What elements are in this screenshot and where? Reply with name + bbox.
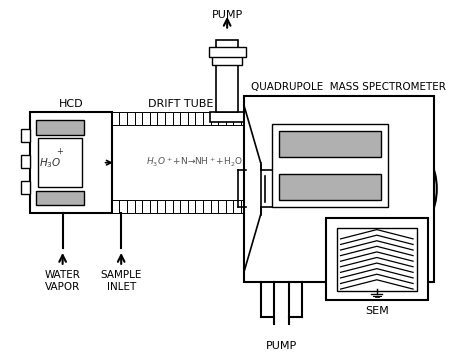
Text: WATER
VAPOR: WATER VAPOR bbox=[45, 270, 81, 292]
Bar bbox=[326, 219, 428, 300]
Bar bbox=[165, 200, 173, 213]
Bar bbox=[188, 200, 195, 213]
Bar bbox=[272, 124, 388, 207]
Bar bbox=[135, 113, 142, 125]
Bar bbox=[112, 113, 119, 125]
Bar bbox=[218, 113, 226, 125]
Bar bbox=[244, 96, 435, 282]
Bar bbox=[157, 200, 165, 213]
Bar bbox=[210, 113, 218, 125]
Bar bbox=[36, 190, 84, 206]
Text: PUMP: PUMP bbox=[265, 341, 297, 351]
Bar bbox=[226, 113, 233, 125]
Bar bbox=[209, 48, 246, 57]
Text: $H_3O$: $H_3O$ bbox=[39, 156, 62, 170]
Text: SAMPLE
INLET: SAMPLE INLET bbox=[100, 270, 142, 292]
Bar bbox=[37, 138, 82, 187]
Bar bbox=[279, 174, 381, 200]
Bar bbox=[180, 200, 188, 213]
Bar bbox=[21, 181, 30, 194]
Bar bbox=[21, 155, 30, 168]
Bar bbox=[142, 200, 150, 213]
Bar bbox=[119, 200, 127, 213]
Text: HCD: HCD bbox=[59, 99, 83, 109]
Bar bbox=[119, 113, 127, 125]
Bar bbox=[233, 113, 241, 125]
Text: $H_3O^+$+N→NH$^+$+H$_2$O: $H_3O^+$+N→NH$^+$+H$_2$O bbox=[146, 156, 243, 169]
Bar bbox=[180, 113, 188, 125]
Bar bbox=[212, 54, 242, 65]
Bar bbox=[195, 200, 203, 213]
Bar bbox=[165, 113, 173, 125]
Bar bbox=[30, 113, 112, 213]
Bar bbox=[188, 113, 195, 125]
Bar bbox=[210, 113, 244, 122]
Bar bbox=[21, 129, 30, 142]
Text: +: + bbox=[56, 147, 63, 156]
Bar bbox=[173, 113, 180, 125]
Bar bbox=[226, 200, 233, 213]
Bar bbox=[112, 200, 119, 213]
Bar bbox=[142, 113, 150, 125]
Text: PUMP: PUMP bbox=[211, 10, 243, 20]
Bar bbox=[241, 113, 248, 125]
Bar bbox=[241, 200, 248, 213]
Bar bbox=[36, 120, 84, 135]
Bar bbox=[150, 113, 157, 125]
Bar bbox=[233, 200, 241, 213]
Bar bbox=[150, 200, 157, 213]
Text: DRIFT TUBE: DRIFT TUBE bbox=[147, 99, 213, 109]
Bar bbox=[203, 113, 210, 125]
Bar bbox=[135, 200, 142, 213]
Bar bbox=[203, 200, 210, 213]
Text: SEM: SEM bbox=[365, 306, 389, 316]
Bar bbox=[173, 200, 180, 213]
Text: QUADRUPOLE  MASS SPECTROMETER: QUADRUPOLE MASS SPECTROMETER bbox=[251, 82, 446, 92]
Bar bbox=[337, 228, 417, 291]
Bar bbox=[279, 131, 381, 157]
Bar bbox=[127, 113, 135, 125]
Bar bbox=[216, 40, 238, 113]
Bar bbox=[112, 125, 248, 200]
Bar bbox=[210, 200, 218, 213]
Bar bbox=[127, 200, 135, 213]
Bar bbox=[157, 113, 165, 125]
Bar bbox=[195, 113, 203, 125]
Bar bbox=[218, 200, 226, 213]
